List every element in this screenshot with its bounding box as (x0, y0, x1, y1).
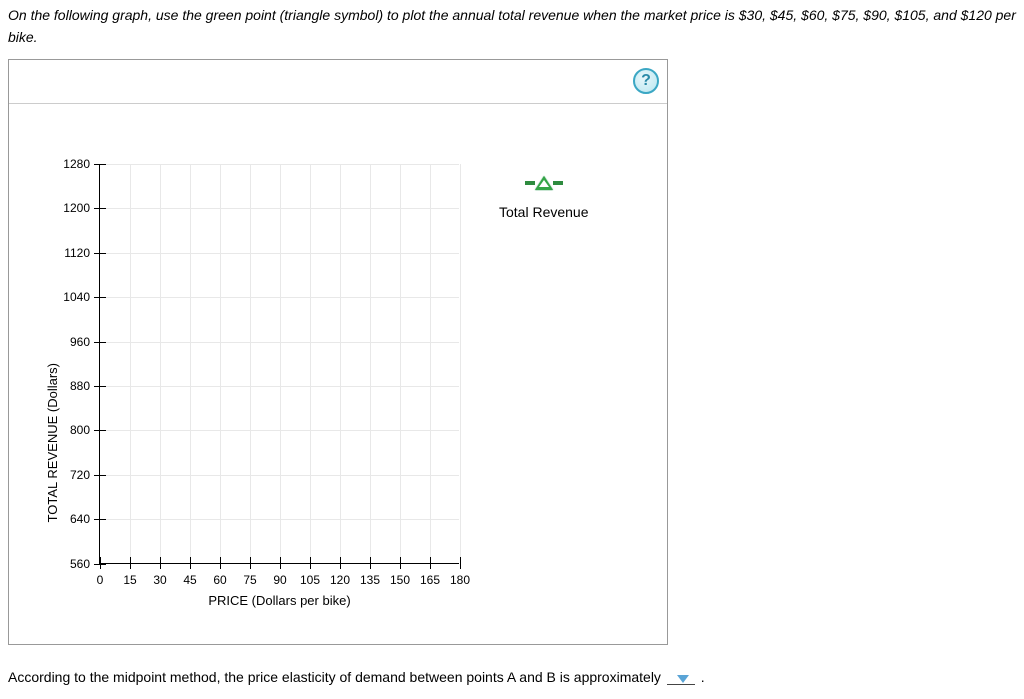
x-tick (190, 557, 191, 569)
gridline-vertical (220, 164, 221, 563)
gridline-horizontal (100, 297, 459, 298)
x-tick (400, 557, 401, 569)
x-tick-label: 165 (420, 573, 440, 587)
x-tick (310, 557, 311, 569)
gridline-vertical (130, 164, 131, 563)
x-tick-label: 135 (360, 573, 380, 587)
x-tick-label: 105 (300, 573, 320, 587)
x-tick-label: 30 (153, 573, 166, 587)
y-tick (94, 253, 106, 254)
gridline-horizontal (100, 475, 459, 476)
x-tick-label: 120 (330, 573, 350, 587)
x-tick-label: 60 (213, 573, 226, 587)
y-tick (94, 519, 106, 520)
y-tick (94, 208, 106, 209)
y-tick-label: 640 (70, 512, 90, 526)
gridline-vertical (430, 164, 431, 563)
y-tick (94, 164, 106, 165)
y-tick-label: 800 (70, 423, 90, 437)
question-suffix: . (701, 669, 705, 685)
x-tick (100, 557, 101, 569)
x-tick-label: 0 (97, 573, 104, 587)
gridline-horizontal (100, 253, 459, 254)
y-tick (94, 386, 106, 387)
x-tick-label: 150 (390, 573, 410, 587)
x-tick-label: 180 (450, 573, 470, 587)
legend-marker-total-revenue[interactable] (499, 176, 589, 190)
y-tick (94, 475, 106, 476)
panel-toolbar: ? (9, 60, 667, 104)
question-prefix: According to the midpoint method, the pr… (8, 669, 661, 685)
y-tick-label: 1120 (64, 246, 90, 260)
graph-panel: ? TOTAL REVENUE (Dollars) PRICE (Dollars… (8, 59, 668, 645)
gridline-horizontal (100, 208, 459, 209)
y-tick (94, 564, 106, 565)
gridline-vertical (400, 164, 401, 563)
legend-connector-left (525, 181, 535, 185)
x-tick (340, 557, 341, 569)
gridline-vertical (340, 164, 341, 563)
x-tick (250, 557, 251, 569)
gridline-horizontal (100, 519, 459, 520)
x-tick-label: 90 (273, 573, 286, 587)
gridline-horizontal (100, 164, 459, 165)
gridline-vertical (160, 164, 161, 563)
chevron-down-icon (677, 675, 689, 683)
y-tick-label: 960 (70, 335, 90, 349)
gridline-vertical (370, 164, 371, 563)
y-axis-title: TOTAL REVENUE (Dollars) (45, 363, 60, 522)
gridline-horizontal (100, 430, 459, 431)
question-text: According to the midpoint method, the pr… (0, 645, 1024, 693)
y-tick (94, 297, 106, 298)
gridline-horizontal (100, 386, 459, 387)
help-button[interactable]: ? (633, 68, 659, 94)
x-tick (430, 557, 431, 569)
gridline-vertical (280, 164, 281, 563)
y-tick (94, 342, 106, 343)
x-tick-label: 15 (123, 573, 136, 587)
legend-connector-right (553, 181, 563, 185)
elasticity-dropdown[interactable] (667, 675, 695, 685)
y-tick-label: 880 (70, 379, 90, 393)
gridline-vertical (310, 164, 311, 563)
x-axis-title: PRICE (Dollars per bike) (208, 593, 350, 608)
x-tick (130, 557, 131, 569)
x-tick-label: 75 (243, 573, 256, 587)
x-tick-label: 45 (183, 573, 196, 587)
chart-area[interactable]: TOTAL REVENUE (Dollars) PRICE (Dollars p… (9, 104, 667, 644)
gridline-vertical (250, 164, 251, 563)
gridline-vertical (190, 164, 191, 563)
gridline-horizontal (100, 342, 459, 343)
legend: Total Revenue (499, 176, 589, 220)
x-tick (460, 557, 461, 569)
y-tick (94, 430, 106, 431)
gridline-vertical (460, 164, 461, 563)
x-tick (370, 557, 371, 569)
y-tick-label: 720 (70, 468, 90, 482)
y-tick-label: 1280 (63, 157, 90, 171)
legend-label: Total Revenue (499, 204, 589, 220)
y-tick-label: 1040 (63, 290, 90, 304)
x-tick (160, 557, 161, 569)
x-tick (220, 557, 221, 569)
plot-region[interactable]: TOTAL REVENUE (Dollars) PRICE (Dollars p… (99, 164, 459, 564)
y-tick-label: 1200 (63, 201, 90, 215)
triangle-icon (535, 176, 553, 190)
y-tick-label: 560 (70, 557, 90, 571)
instructions-text: On the following graph, use the green po… (0, 0, 1024, 59)
x-tick (280, 557, 281, 569)
